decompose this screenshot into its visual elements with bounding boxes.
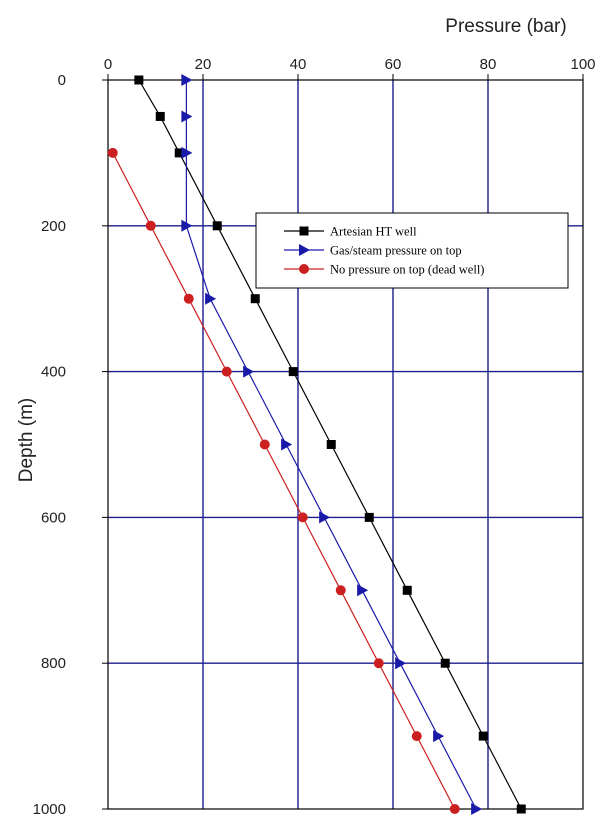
legend-marker <box>299 226 309 236</box>
series-line <box>112 152 456 810</box>
data-point <box>395 657 407 670</box>
legend-item: Artesian HT well <box>284 225 417 239</box>
x-axis-title: Pressure (bar) <box>445 16 566 37</box>
data-point <box>212 221 222 231</box>
legend-item: No pressure on top (dead well) <box>284 263 484 277</box>
x-tick-label: 60 <box>385 56 402 73</box>
data-point <box>181 219 193 232</box>
data-point <box>250 294 260 304</box>
data-point <box>181 74 193 86</box>
data-point <box>281 438 293 451</box>
x-tick-label: 20 <box>195 56 212 73</box>
data-point <box>183 293 194 304</box>
data-point <box>364 512 374 522</box>
series-group <box>107 74 526 815</box>
data-point <box>433 730 445 743</box>
data-point <box>181 110 193 123</box>
x-tick-label: 40 <box>290 56 307 73</box>
data-point <box>373 658 384 669</box>
data-point <box>145 220 156 231</box>
series-1 <box>134 75 526 814</box>
x-tick-label: 100 <box>570 56 595 73</box>
data-point <box>243 365 255 378</box>
data-point <box>221 366 232 377</box>
data-point <box>174 148 184 158</box>
y-tick-label: 200 <box>41 218 66 235</box>
legend-item: Gas/steam pressure on top <box>284 244 462 258</box>
data-point <box>134 75 144 85</box>
data-point <box>181 146 193 159</box>
data-point <box>155 111 165 121</box>
data-point <box>516 804 526 814</box>
data-point <box>335 585 346 596</box>
y-tick-label: 1000 <box>33 801 66 816</box>
y-tick-label: 400 <box>41 364 66 381</box>
data-point <box>326 440 336 449</box>
x-tick-label: 80 <box>480 56 497 73</box>
series-3 <box>107 147 460 814</box>
series-line <box>138 79 522 810</box>
data-point <box>288 367 298 377</box>
y-tick-label: 0 <box>58 72 66 89</box>
legend-label: Artesian HT well <box>330 225 417 239</box>
legend-label: No pressure on top (dead well) <box>330 263 484 277</box>
legend-marker <box>299 244 310 256</box>
data-point <box>297 512 308 523</box>
data-point <box>449 804 460 814</box>
data-point <box>478 731 488 741</box>
data-point <box>319 511 331 524</box>
grid <box>108 80 583 809</box>
data-point <box>107 147 118 158</box>
data-point <box>402 585 412 595</box>
legend-marker <box>299 264 309 274</box>
plot-frame <box>107 79 584 810</box>
data-point <box>259 439 270 450</box>
y-tick-label: 600 <box>41 509 66 526</box>
legend-label: Gas/steam pressure on top <box>330 244 462 258</box>
series-2 <box>181 74 483 815</box>
y-axis-title: Depth (m) <box>16 398 37 482</box>
data-point <box>411 731 422 742</box>
legend: Artesian HT well Gas/steam pressure on to… <box>255 212 569 289</box>
y-tick-label: 800 <box>41 655 66 672</box>
data-point <box>357 584 369 597</box>
series-line <box>185 80 477 810</box>
data-point <box>205 292 217 305</box>
data-point <box>471 803 483 815</box>
data-point <box>440 658 450 668</box>
x-tick-label: 0 <box>104 56 112 73</box>
